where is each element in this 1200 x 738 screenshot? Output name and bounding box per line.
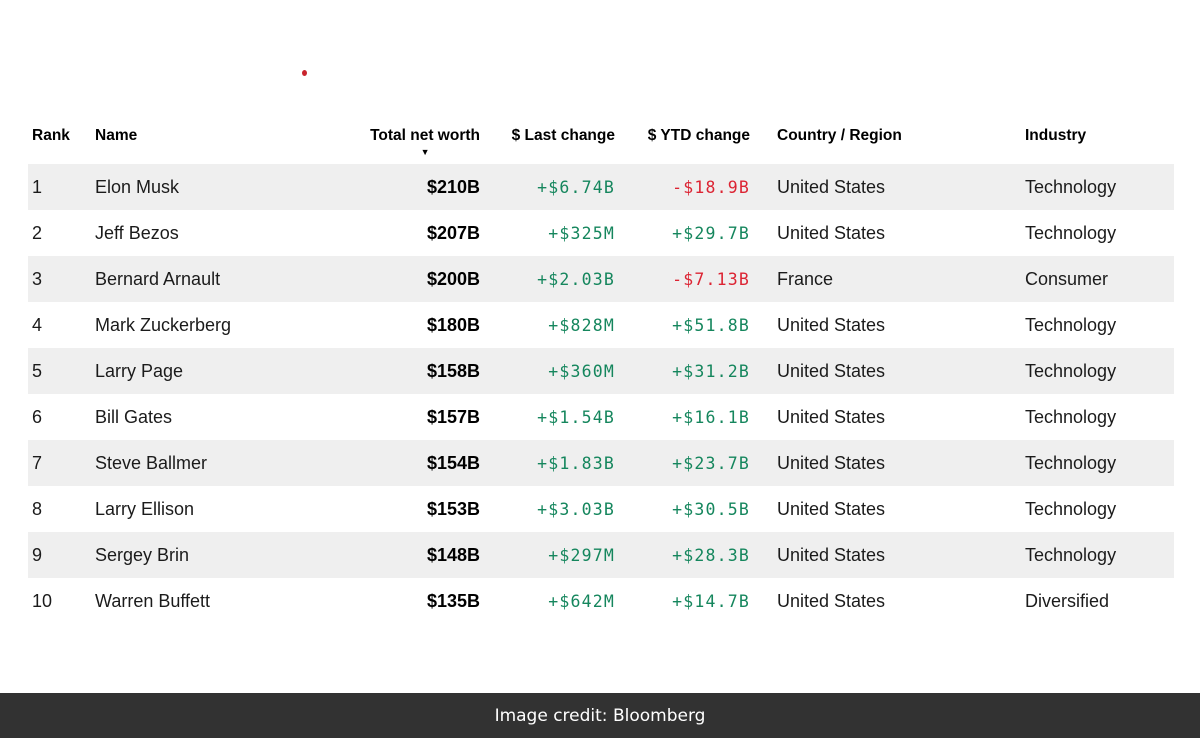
table-row[interactable]: 6 Bill Gates $157B +$1.54B +$16.1B Unite…	[28, 394, 1174, 440]
cell-name: Bill Gates	[95, 406, 173, 427]
cell-country: United States	[777, 360, 886, 381]
cell-net-worth: $207B	[426, 222, 480, 243]
cell-industry: Technology	[1025, 406, 1117, 427]
table-row[interactable]: 1 Elon Musk $210B +$6.74B -$18.9B United…	[28, 164, 1174, 210]
cell-industry: Technology	[1025, 360, 1117, 381]
header-rank[interactable]: Rank	[32, 127, 70, 144]
table-row[interactable]: 7 Steve Ballmer $154B +$1.83B +$23.7B Un…	[28, 440, 1174, 486]
table-row[interactable]: 4 Mark Zuckerberg $180B +$828M +$51.8B U…	[28, 302, 1174, 348]
cell-country: United States	[777, 314, 886, 335]
red-dot-marker	[302, 70, 307, 76]
cell-industry: Technology	[1025, 452, 1117, 473]
cell-name: Bernard Arnault	[95, 268, 221, 289]
table-row[interactable]: 9 Sergey Brin $148B +$297M +$28.3B Unite…	[28, 532, 1174, 578]
cell-net-worth: $180B	[426, 314, 480, 335]
cell-industry: Technology	[1025, 498, 1117, 519]
cell-net-worth: $135B	[426, 590, 480, 611]
cell-country: United States	[777, 590, 886, 611]
header-total-net-worth-inner: Total net worth ▼	[370, 127, 480, 157]
cell-industry: Technology	[1025, 222, 1117, 243]
table-row[interactable]: 3 Bernard Arnault $200B +$2.03B -$7.13B …	[28, 256, 1174, 302]
table-row[interactable]: 10 Warren Buffett $135B +$642M +$14.7B U…	[28, 578, 1174, 624]
cell-country: United States	[777, 452, 886, 473]
cell-last-change: +$642M	[548, 591, 615, 611]
cell-ytd-change: +$28.3B	[672, 545, 750, 565]
header-country-region[interactable]: Country / Region	[777, 127, 902, 144]
table-row[interactable]: 2 Jeff Bezos $207B +$325M +$29.7B United…	[28, 210, 1174, 256]
cell-net-worth: $200B	[426, 268, 480, 289]
sort-descending-icon[interactable]: ▼	[420, 147, 430, 157]
cell-rank: 1	[32, 176, 43, 197]
cell-last-change: +$325M	[548, 223, 615, 243]
cell-ytd-change: +$29.7B	[672, 223, 750, 243]
cell-rank: 4	[32, 314, 43, 335]
cell-name: Elon Musk	[95, 176, 180, 197]
cell-ytd-change: +$30.5B	[672, 499, 750, 519]
cell-rank: 3	[32, 268, 43, 289]
cell-ytd-change: +$23.7B	[672, 453, 750, 473]
cell-ytd-change: +$51.8B	[672, 315, 750, 335]
cell-rank: 6	[32, 406, 43, 427]
header-ytd-change[interactable]: $ YTD change	[647, 127, 750, 144]
cell-name: Larry Page	[95, 360, 184, 381]
cell-ytd-change: +$14.7B	[672, 591, 750, 611]
header-name[interactable]: Name	[95, 127, 138, 144]
header-last-change[interactable]: $ Last change	[511, 127, 615, 144]
cell-name: Steve Ballmer	[95, 452, 208, 473]
cell-rank: 9	[32, 544, 43, 565]
cell-net-worth: $210B	[426, 176, 480, 197]
cell-ytd-change: -$7.13B	[672, 269, 750, 289]
header-industry[interactable]: Industry	[1025, 127, 1087, 144]
cell-rank: 2	[32, 222, 43, 243]
header-total-net-worth[interactable]: Total net worth ▼	[258, 122, 480, 157]
cell-rank: 5	[32, 360, 43, 381]
table-row[interactable]: 5 Larry Page $158B +$360M +$31.2B United…	[28, 348, 1174, 394]
cell-last-change: +$360M	[548, 361, 615, 381]
cell-last-change: +$1.54B	[537, 407, 615, 427]
cell-last-change: +$3.03B	[537, 499, 615, 519]
cell-name: Jeff Bezos	[95, 222, 179, 243]
cell-net-worth: $154B	[426, 452, 480, 473]
table-header-row: Rank Name Total net worth ▼ $ Last chang…	[28, 122, 1174, 164]
cell-country: United States	[777, 498, 886, 519]
cell-country: United States	[777, 176, 886, 197]
cell-ytd-change: +$31.2B	[672, 361, 750, 381]
cell-industry: Technology	[1025, 314, 1117, 335]
cell-name: Larry Ellison	[95, 498, 195, 519]
cell-name: Sergey Brin	[95, 544, 190, 565]
cell-industry: Diversified	[1025, 590, 1110, 611]
cell-name: Warren Buffett	[95, 590, 211, 611]
cell-country: United States	[777, 544, 886, 565]
cell-last-change: +$6.74B	[537, 177, 615, 197]
cell-last-change: +$1.83B	[537, 453, 615, 473]
cell-rank: 7	[32, 452, 43, 473]
cell-industry: Technology	[1025, 544, 1117, 565]
cell-country: United States	[777, 222, 886, 243]
cell-ytd-change: -$18.9B	[672, 177, 750, 197]
cell-rank: 10	[32, 590, 53, 611]
cell-industry: Technology	[1025, 176, 1117, 197]
credit-text: Image credit: Bloomberg	[494, 705, 706, 726]
cell-last-change: +$297M	[548, 545, 615, 565]
table-row[interactable]: 8 Larry Ellison $153B +$3.03B +$30.5B Un…	[28, 486, 1174, 532]
cell-last-change: +$2.03B	[537, 269, 615, 289]
cell-last-change: +$828M	[548, 315, 615, 335]
header-total-net-worth-label: Total net worth	[370, 127, 480, 144]
cell-net-worth: $153B	[426, 498, 480, 519]
billionaires-table: Rank Name Total net worth ▼ $ Last chang…	[28, 122, 1174, 624]
table-body: 1 Elon Musk $210B +$6.74B -$18.9B United…	[28, 164, 1174, 624]
cell-rank: 8	[32, 498, 43, 519]
credit-bar: Image credit: Bloomberg	[0, 693, 1200, 738]
cell-country: United States	[777, 406, 886, 427]
cell-name: Mark Zuckerberg	[95, 314, 232, 335]
cell-ytd-change: +$16.1B	[672, 407, 750, 427]
cell-country: France	[777, 268, 834, 289]
cell-net-worth: $157B	[426, 406, 480, 427]
cell-net-worth: $148B	[426, 544, 480, 565]
cell-industry: Consumer	[1025, 268, 1109, 289]
cell-net-worth: $158B	[426, 360, 480, 381]
